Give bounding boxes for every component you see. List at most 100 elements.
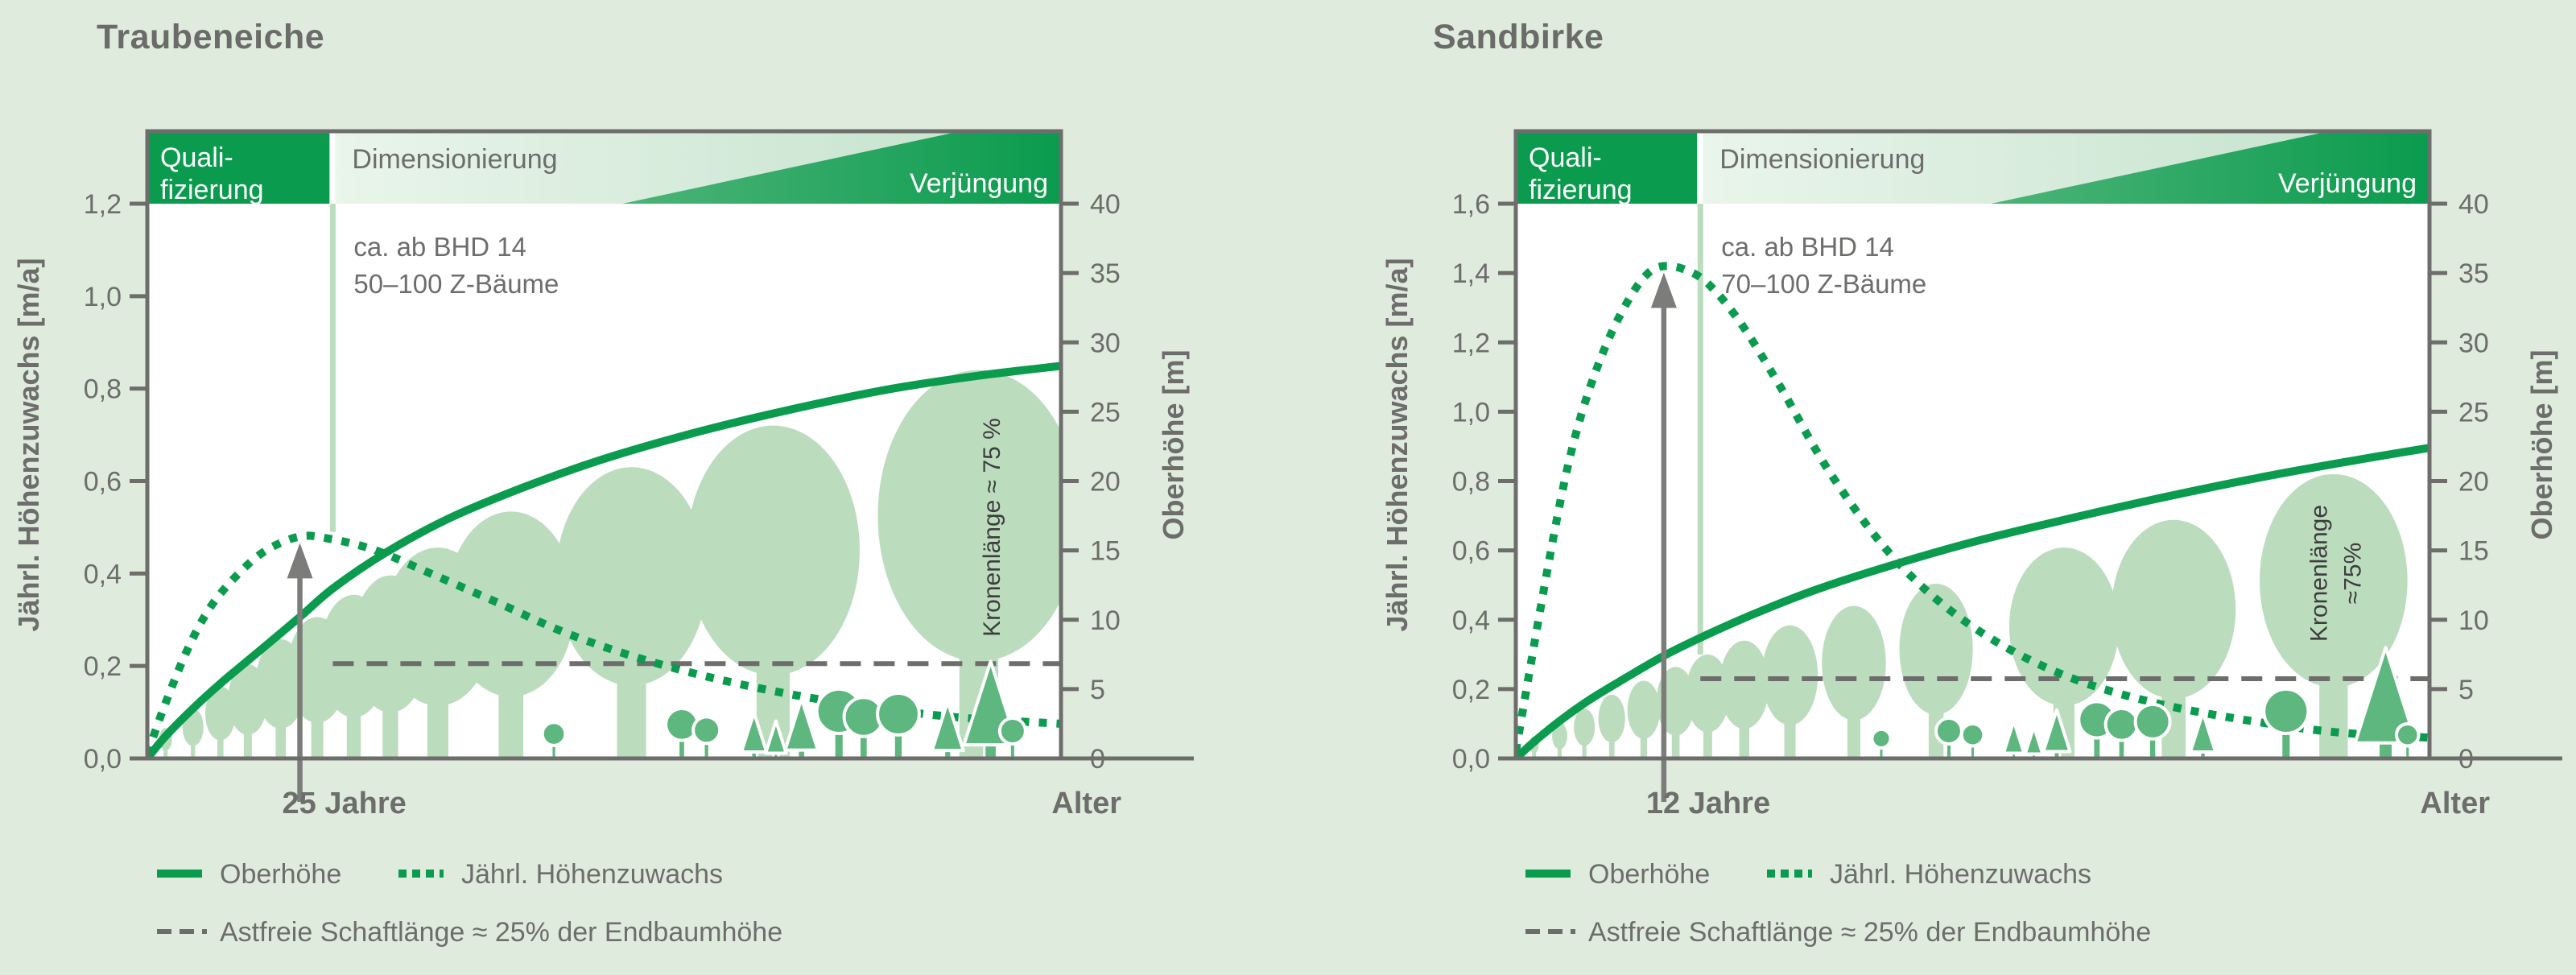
tree-crown: [2008, 547, 2120, 706]
y-right-tick-label: 40: [2458, 189, 2489, 220]
y-right-tick-label: 35: [1090, 258, 1121, 289]
phase-band-verjuengung-wedge: [1991, 131, 2429, 204]
regeneration-tree-conifer: [2188, 711, 2218, 758]
hoehenzuwachs-curve: [1516, 262, 2429, 753]
legend-label-oberhoehe: Oberhöhe: [220, 859, 341, 890]
tree-crown: [555, 467, 708, 686]
regeneration-tree-lollipop: [1959, 721, 1986, 758]
y-right-axis-title: Oberhöhe [m]: [2525, 349, 2558, 539]
phase-band-verjuengung-wedge: [622, 131, 1061, 204]
phase-label-dimensionierung: Dimensionierung: [352, 144, 557, 175]
regeneration-tree-lollipop: [691, 715, 722, 758]
tree-crown: [1761, 625, 1818, 725]
y-left-tick-label: 0,2: [84, 651, 122, 682]
regeneration-tree-lollipop: [1934, 717, 1963, 758]
tree-crown: [686, 425, 860, 675]
z-baeume-annotation: ca. ab BHD 14: [353, 232, 526, 262]
regeneration-tree-lollipop: [2262, 687, 2310, 758]
tree-crown: [447, 511, 576, 697]
tree-crown: [204, 686, 236, 741]
stand-tree: [1822, 605, 1886, 758]
tree-crown: [2262, 687, 2310, 735]
phase-band-qualifizierung: [1516, 131, 1698, 204]
regeneration-tree-lollipop: [1870, 727, 1893, 758]
regeneration-tree-lollipop: [2103, 706, 2140, 758]
legend-label-oberhoehe: Oberhöhe: [1588, 859, 1710, 890]
tree-crown: [540, 721, 568, 747]
z-baeume-annotation: 50–100 Z-Bäume: [353, 269, 559, 299]
regeneration-tree-lollipop: [540, 721, 568, 758]
y-right-tick-label: 25: [1090, 397, 1121, 428]
tree-crown: [2188, 711, 2218, 754]
y-left-tick-label: 0,2: [1452, 675, 1490, 705]
sandbirke-chart: Quali-fizierung Dimensionierung Verjüngung…: [1381, 129, 2562, 948]
regeneration-tree-lollipop: [2133, 702, 2172, 758]
tree-crown: [2041, 708, 2072, 754]
y-right-tick-label: 35: [2458, 258, 2489, 289]
stand-tree: [447, 511, 576, 758]
kronenlaenge-label: Kronenlänge ≈ 75 %: [979, 418, 1005, 637]
stand-tree: [2260, 473, 2408, 758]
traubeneiche-chart: Quali-fizierung Dimensionierung Verjüngung…: [12, 129, 1194, 948]
stand-tree: [1686, 654, 1730, 758]
y-right-axis-title: Oberhöhe [m]: [1157, 349, 1190, 539]
regeneration-tree-conifer: [2001, 719, 2026, 758]
regeneration-tree-conifer: [740, 711, 769, 758]
tree-crown: [1934, 717, 1963, 746]
tree-crown: [1822, 605, 1886, 721]
phase-label-qualifizierung-line2: fizierung: [160, 175, 264, 205]
plot-content: [1516, 204, 2429, 758]
tree-crown: [691, 715, 722, 746]
y-right-tick-label: 0: [1090, 744, 1105, 775]
tree-crown: [1627, 680, 1661, 739]
y-right-tick-label: 20: [2458, 467, 2489, 498]
y-left-tick-label: 1,2: [1452, 328, 1490, 358]
regeneration-tree-conifer: [764, 719, 788, 758]
tree-crown: [997, 717, 1027, 746]
phase-band-qualifizierung: [147, 131, 330, 204]
regeneration-tree-lollipop: [2394, 721, 2421, 758]
age-arrow-head: [287, 543, 313, 579]
phase-band-gap: [1697, 131, 1703, 204]
regeneration-tree-conifer: [2353, 646, 2418, 758]
x-marker-label: 25 Jahre: [283, 787, 407, 820]
y-right-tick-label: 30: [1090, 328, 1121, 358]
tree-crown: [1686, 654, 1730, 733]
stand-tree: [1598, 694, 1625, 758]
phase-label-qualifizierung-line1: Quali-: [160, 143, 233, 173]
legend-label-schaftlaenge: Astfreie Schaftlänge ≈ 25% der Endbaumhö…: [1588, 917, 2151, 948]
legend-label-zuwachs: Jährl. Höhenzuwachs: [461, 859, 723, 890]
y-right-tick-label: 10: [1090, 605, 1121, 636]
y-right-tick-label: 0: [2458, 744, 2474, 775]
legend-label-zuwachs: Jährl. Höhenzuwachs: [1830, 859, 2091, 890]
regeneration-tree-conifer: [930, 700, 965, 758]
y-right-tick-label: 25: [2458, 397, 2489, 428]
tree-crown: [2112, 519, 2236, 699]
y-left-tick-label: 0,0: [1452, 744, 1490, 775]
tree-crown: [2394, 721, 2421, 748]
age-arrow-head: [1650, 272, 1677, 308]
stand-tree: [686, 425, 860, 758]
y-left-axis-title: Jährl. Höhenzuwachs [m/a]: [12, 258, 45, 631]
z-baeume-annotation: ca. ab BHD 14: [1721, 232, 1894, 262]
chart-panel-sandbirke: Sandbirke Quali-fizierung Dimensionierung…: [1288, 0, 2576, 975]
y-left-axis-title: Jährl. Höhenzuwachs [m/a]: [1381, 258, 1414, 631]
oberhoehe-curve: [147, 361, 1061, 758]
x-end-label: Alter: [2420, 787, 2490, 820]
y-right-tick-label: 10: [2458, 605, 2489, 636]
stand-tree: [1574, 708, 1596, 758]
y-right-tick-label: 30: [2458, 328, 2489, 358]
y-left-tick-label: 1,2: [84, 189, 122, 220]
y-left-tick-label: 0,8: [1452, 467, 1490, 498]
x-end-label: Alter: [1051, 787, 1121, 820]
stand-tree: [204, 686, 236, 758]
stand-tree: [1552, 722, 1567, 758]
tree-crown: [2260, 473, 2408, 688]
phase-band-gap: [329, 131, 336, 204]
tree-crown: [764, 719, 788, 755]
regeneration-tree-lollipop: [842, 696, 886, 758]
tree-crown: [1870, 727, 1893, 750]
y-left-tick-label: 1,0: [84, 282, 122, 312]
chart-panel-traubeneiche: Traubeneiche Quali-fizierung Dimensionier…: [12, 18, 1194, 948]
